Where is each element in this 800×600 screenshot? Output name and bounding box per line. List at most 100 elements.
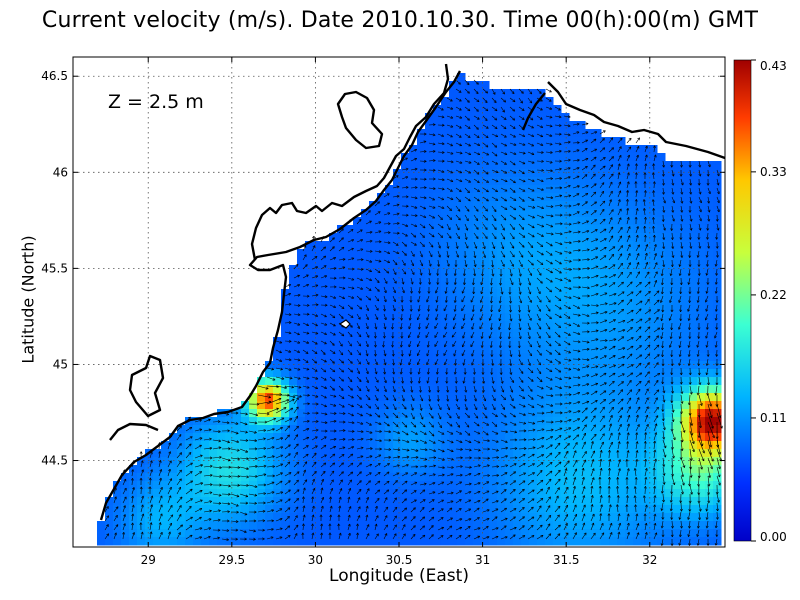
velocity-cell bbox=[385, 449, 394, 458]
velocity-cell bbox=[513, 537, 522, 546]
velocity-cell bbox=[537, 137, 546, 146]
velocity-cell bbox=[585, 505, 594, 514]
velocity-cell bbox=[209, 521, 218, 530]
velocity-cell bbox=[289, 537, 298, 546]
velocity-cell bbox=[473, 297, 482, 306]
velocity-cell bbox=[633, 305, 642, 314]
velocity-cell bbox=[545, 465, 554, 474]
velocity-cell bbox=[673, 233, 682, 242]
velocity-cell bbox=[577, 393, 586, 402]
velocity-cell bbox=[521, 345, 530, 354]
velocity-cell bbox=[313, 441, 322, 450]
velocity-cell bbox=[449, 513, 458, 522]
velocity-cell bbox=[329, 505, 338, 514]
velocity-cell bbox=[481, 489, 490, 498]
velocity-cell bbox=[385, 521, 394, 530]
velocity-cell bbox=[513, 417, 522, 426]
velocity-cell bbox=[441, 121, 450, 130]
current-vector bbox=[500, 88, 505, 95]
velocity-cell bbox=[457, 337, 466, 346]
velocity-cell bbox=[577, 481, 586, 490]
current-vector bbox=[410, 148, 417, 153]
current-vector bbox=[653, 145, 656, 153]
velocity-cell bbox=[537, 465, 546, 474]
current-vector bbox=[554, 124, 562, 127]
velocity-cell bbox=[409, 473, 418, 482]
velocity-cell bbox=[553, 225, 562, 234]
velocity-cell bbox=[401, 209, 410, 218]
velocity-cell bbox=[329, 241, 338, 250]
velocity-cell bbox=[561, 273, 570, 282]
velocity-cell bbox=[449, 233, 458, 242]
velocity-cell bbox=[673, 337, 682, 346]
velocity-cell bbox=[385, 361, 394, 370]
velocity-cell bbox=[489, 337, 498, 346]
velocity-cell bbox=[417, 169, 426, 178]
velocity-cell bbox=[289, 433, 298, 442]
velocity-cell bbox=[585, 409, 594, 418]
velocity-cell bbox=[529, 249, 538, 258]
velocity-cell bbox=[281, 401, 290, 410]
velocity-cell bbox=[665, 457, 674, 466]
velocity-cell bbox=[417, 345, 426, 354]
velocity-cell bbox=[329, 329, 338, 338]
velocity-cell bbox=[361, 505, 370, 514]
velocity-cell bbox=[553, 313, 562, 322]
velocity-cell bbox=[601, 305, 610, 314]
velocity-cell bbox=[369, 297, 378, 306]
current-vector bbox=[572, 158, 580, 162]
current-vector bbox=[635, 137, 640, 144]
velocity-cell bbox=[545, 281, 554, 290]
velocity-cell bbox=[665, 193, 674, 202]
velocity-cell bbox=[625, 249, 634, 258]
velocity-cell bbox=[497, 345, 506, 354]
velocity-cell bbox=[673, 185, 682, 194]
velocity-cell bbox=[441, 265, 450, 274]
velocity-cell bbox=[673, 305, 682, 314]
velocity-cell bbox=[393, 313, 402, 322]
velocity-cell bbox=[529, 321, 538, 330]
velocity-cell bbox=[577, 225, 586, 234]
velocity-cell bbox=[289, 369, 298, 378]
velocity-cell bbox=[209, 441, 218, 450]
velocity-cell bbox=[641, 337, 650, 346]
velocity-cell bbox=[441, 425, 450, 434]
velocity-cell bbox=[385, 433, 394, 442]
velocity-cell bbox=[513, 465, 522, 474]
velocity-cell bbox=[369, 305, 378, 314]
velocity-cell bbox=[361, 377, 370, 386]
velocity-cell bbox=[353, 313, 362, 322]
velocity-cell bbox=[369, 209, 378, 218]
velocity-cell bbox=[513, 505, 522, 514]
velocity-cell bbox=[681, 417, 690, 426]
velocity-cell bbox=[289, 425, 298, 434]
velocity-cell bbox=[657, 177, 666, 186]
velocity-cell bbox=[113, 497, 122, 506]
velocity-cell bbox=[593, 481, 602, 490]
velocity-cell bbox=[417, 137, 426, 146]
velocity-cell bbox=[217, 505, 226, 514]
velocity-cell bbox=[129, 537, 138, 546]
velocity-cell bbox=[617, 401, 626, 410]
velocity-cell bbox=[361, 313, 370, 322]
velocity-cell bbox=[489, 505, 498, 514]
velocity-cell bbox=[289, 481, 298, 490]
velocity-cell bbox=[433, 345, 442, 354]
velocity-cell bbox=[689, 281, 698, 290]
velocity-cell bbox=[553, 497, 562, 506]
velocity-cell bbox=[281, 489, 290, 498]
velocity-cell bbox=[297, 393, 306, 402]
velocity-cell bbox=[161, 449, 170, 458]
velocity-cell bbox=[497, 321, 506, 330]
current-vector bbox=[698, 160, 702, 168]
velocity-cell bbox=[337, 537, 346, 546]
velocity-cell bbox=[337, 273, 346, 282]
velocity-cell bbox=[689, 225, 698, 234]
velocity-cell bbox=[377, 265, 386, 274]
velocity-cell bbox=[273, 449, 282, 458]
velocity-cell bbox=[657, 529, 666, 538]
velocity-cell bbox=[225, 433, 234, 442]
velocity-cell bbox=[193, 529, 202, 538]
velocity-cell bbox=[569, 193, 578, 202]
velocity-cell bbox=[665, 265, 674, 274]
